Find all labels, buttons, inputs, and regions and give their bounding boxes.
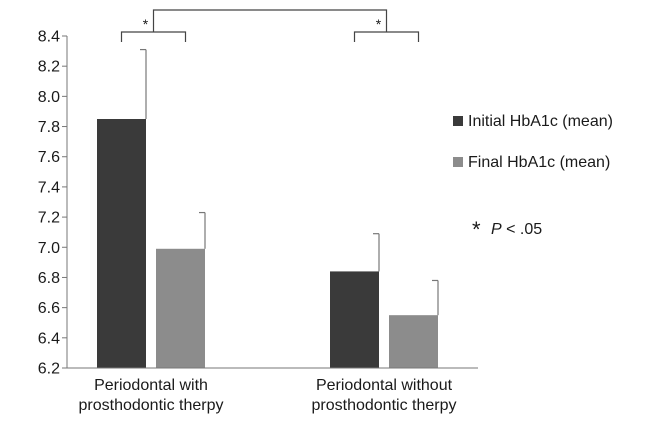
footnote-p: P <box>491 221 502 238</box>
legend-label: Final HbA1c (mean) <box>468 154 610 171</box>
y-tick-label: 7.6 <box>38 149 60 166</box>
bracket-within-without-therapy <box>353 31 420 42</box>
footnote-star: * <box>472 217 481 242</box>
y-tick-label: 6.2 <box>38 361 60 378</box>
bracket-within-with-therapy <box>120 31 187 42</box>
legend-label: Initial HbA1c (mean) <box>468 113 613 130</box>
y-tick-label: 8.0 <box>38 89 60 106</box>
y-tick-label: 6.6 <box>38 300 60 317</box>
y-tick-label: 8.2 <box>38 59 60 76</box>
y-tick-label: 7.2 <box>38 210 60 227</box>
bar <box>97 119 146 368</box>
x-category-label: Periodontal without <box>316 377 453 394</box>
legend: Initial HbA1c (mean) Final HbA1c (mean) <box>453 113 613 171</box>
significance-star: * <box>376 16 382 32</box>
significance-footnote: * P < .05 <box>472 217 542 242</box>
y-tick-label: 7.4 <box>38 179 60 196</box>
bars <box>97 48 439 368</box>
footnote-rest: < .05 <box>506 221 542 238</box>
significance-star: * <box>143 16 149 32</box>
y-tick-label: 8.4 <box>38 29 60 46</box>
x-category-label: prosthodontic therpy <box>312 397 457 414</box>
y-tick-label: 6.4 <box>38 330 60 347</box>
legend-swatch <box>453 116 463 126</box>
y-tick-label: 7.8 <box>38 119 60 136</box>
bar <box>389 315 438 368</box>
x-category-label: prosthodontic therpy <box>79 397 224 414</box>
x-category-label: Periodontal with <box>94 377 208 394</box>
y-tick-label: 6.8 <box>38 270 60 287</box>
x-axis: Periodontal with prosthodontic therpy Peri… <box>67 367 478 414</box>
y-tick-label: 7.0 <box>38 240 60 257</box>
bracket-between-groups <box>152 9 388 32</box>
y-axis: 6.2 6.4 6.6 6.8 7.0 7.2 7.4 7.6 7.8 8.0 8.2 8.4 <box>38 29 68 378</box>
bar <box>330 271 379 368</box>
legend-swatch <box>453 157 463 167</box>
significance-brackets: * * <box>120 9 420 42</box>
bar <box>156 248 205 368</box>
